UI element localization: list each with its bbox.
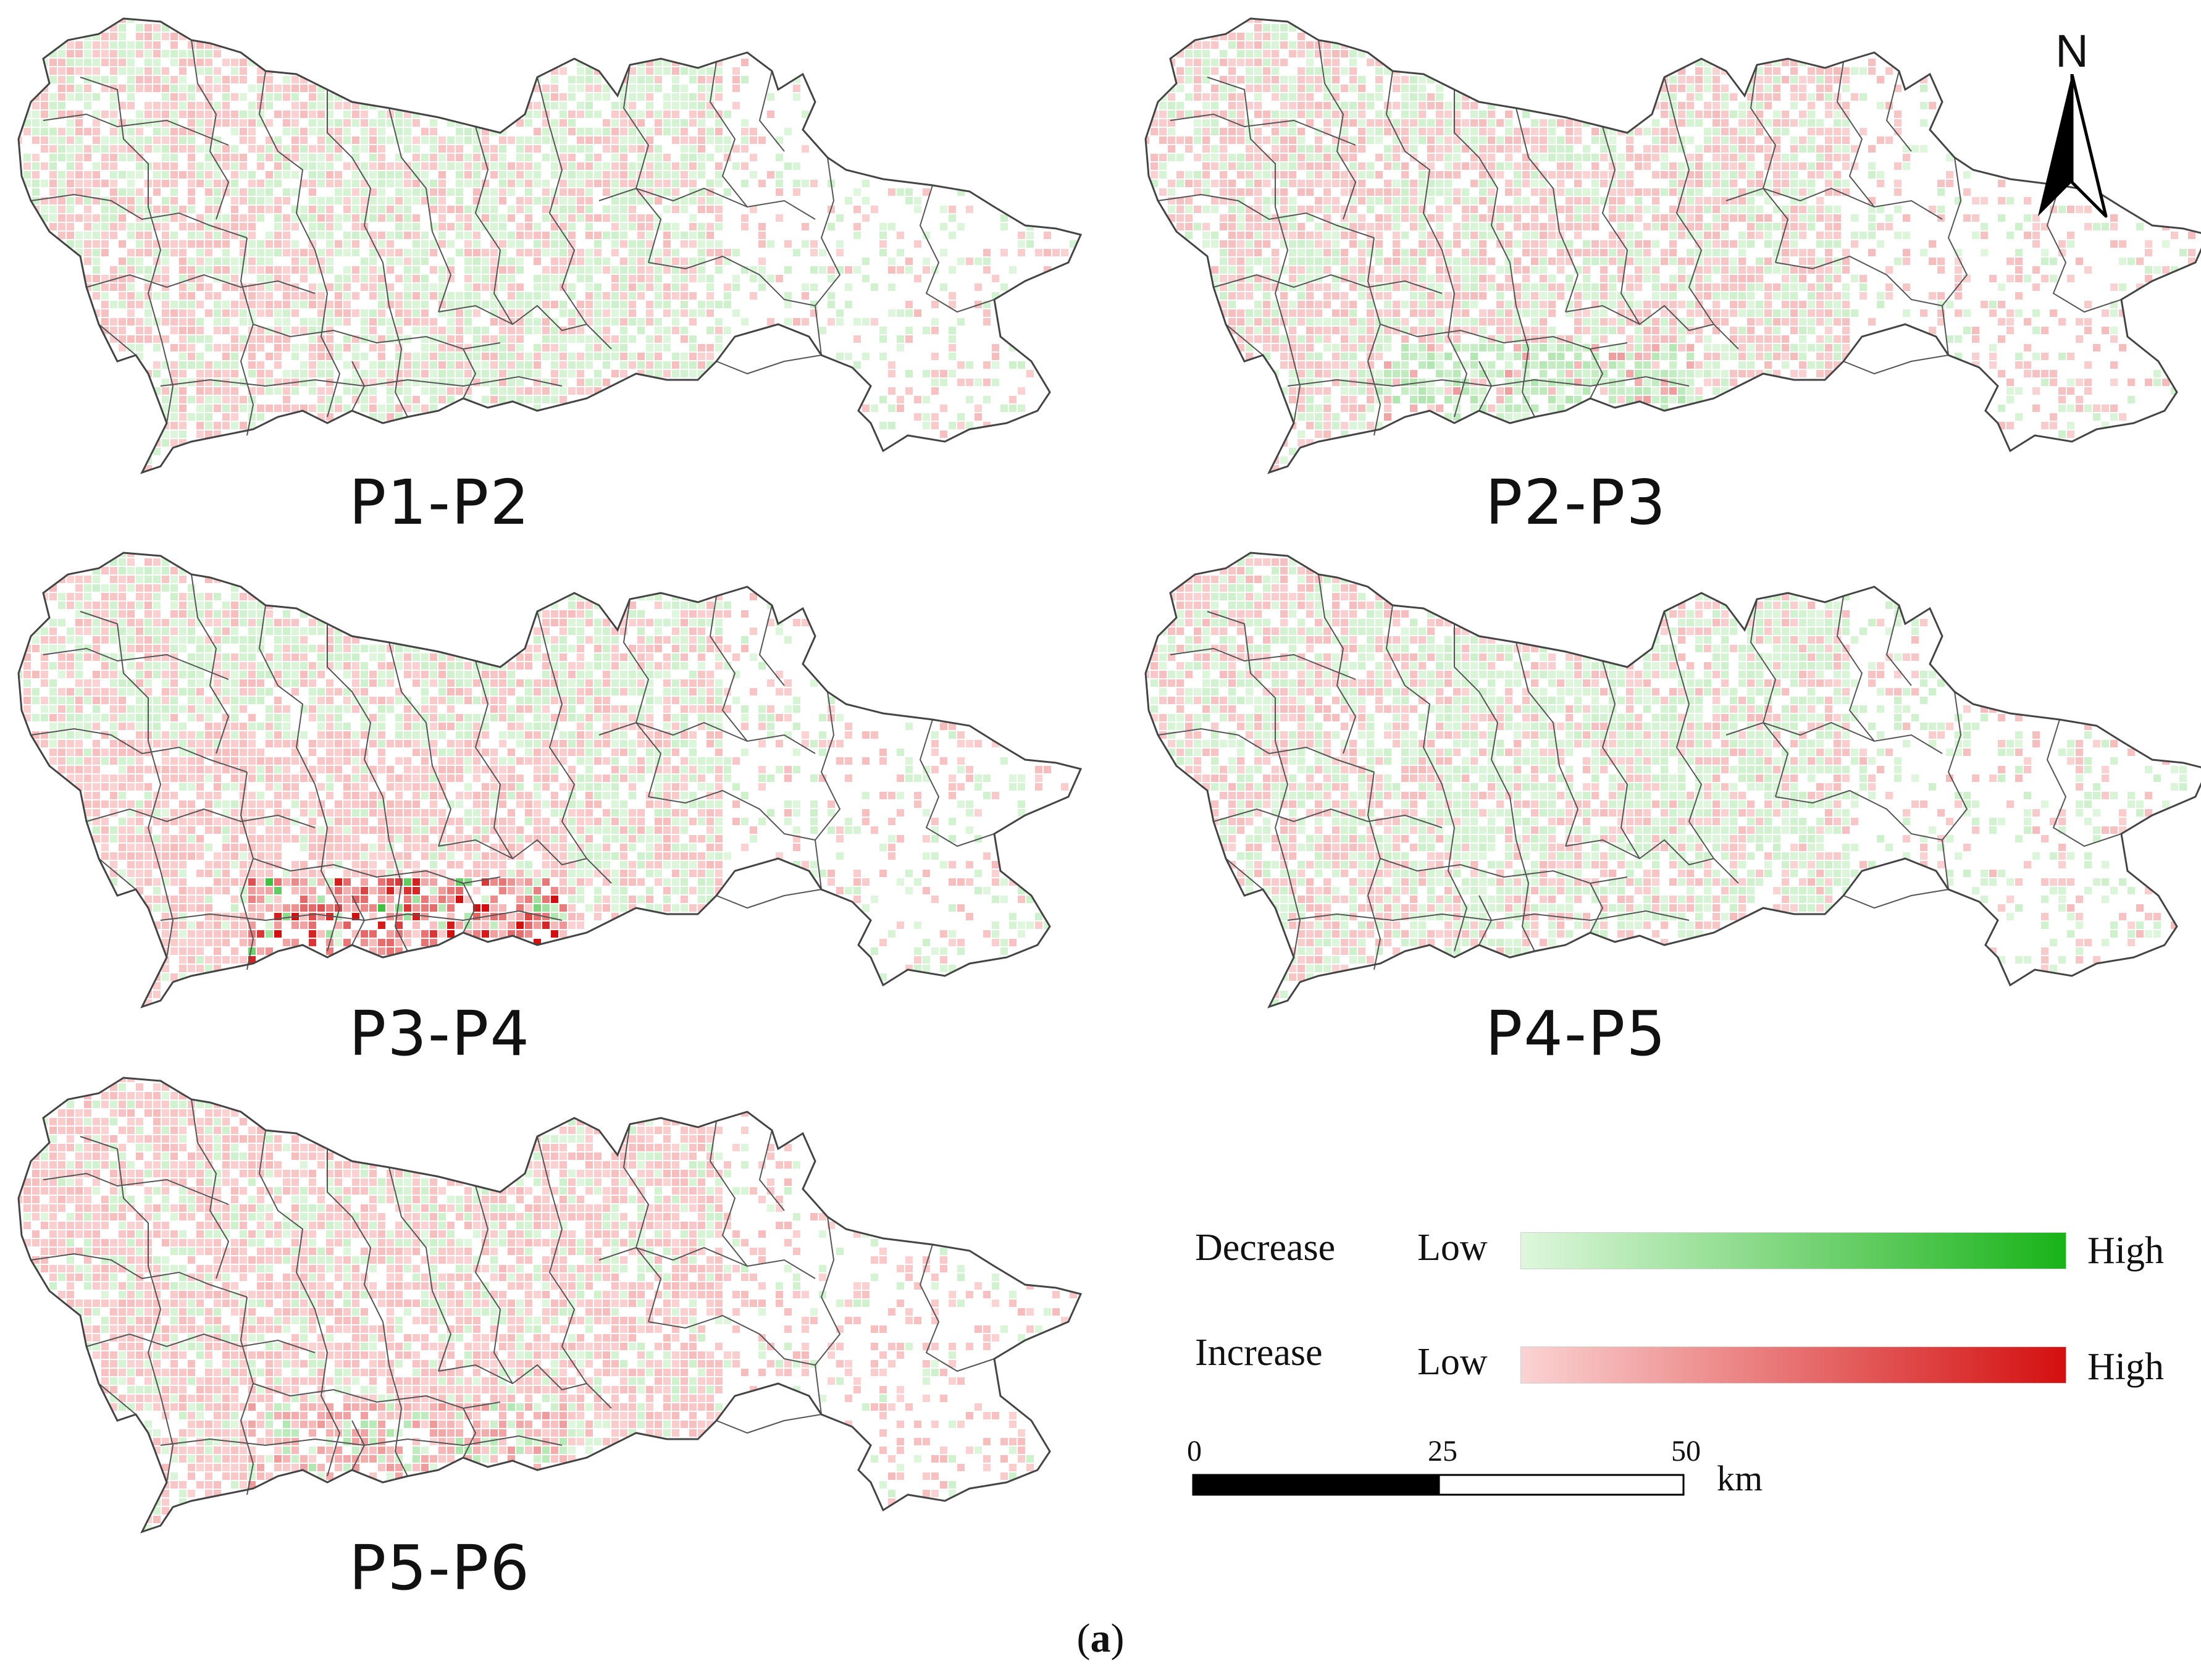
north-arrow-icon xyxy=(2038,74,2108,218)
caption-close: ) xyxy=(1110,1616,1125,1661)
map-p2-p3 xyxy=(1144,17,2201,474)
legend-decrease-label: Decrease xyxy=(1195,1227,1336,1269)
increase-color-ramp xyxy=(1520,1346,2066,1384)
panel-label-p5-p6: P5-P6 xyxy=(349,1532,530,1604)
panel-label-p3-p4: P3-P4 xyxy=(349,998,530,1070)
scale-bar-graphic xyxy=(1192,1474,1685,1496)
caption-letter: a xyxy=(1090,1616,1111,1661)
district-boundaries xyxy=(30,40,995,436)
north-arrow: N xyxy=(2032,25,2124,218)
district-boundaries xyxy=(30,574,995,970)
scale-tick-0: 0 xyxy=(1187,1435,1202,1468)
map-panel-p2-p3 xyxy=(1133,15,2201,510)
legend-decrease-low: Low xyxy=(1417,1227,1488,1269)
city-outline xyxy=(1144,552,2201,1009)
city-outline xyxy=(17,1077,1083,1534)
city-outline xyxy=(17,552,1083,1009)
district-boundaries xyxy=(1157,40,2122,436)
district-boundaries xyxy=(30,1099,995,1495)
legend-increase-low: Low xyxy=(1417,1341,1488,1383)
map-p1-p2 xyxy=(17,17,1083,474)
city-outline xyxy=(17,17,1083,474)
map-panel-p3-p4 xyxy=(6,550,1093,1044)
legend-increase-high: High xyxy=(2087,1346,2164,1388)
legend-decrease-high: High xyxy=(2087,1230,2164,1272)
scale-tick-50: 50 xyxy=(1671,1435,1701,1468)
panel-label-p1-p2: P1-P2 xyxy=(349,466,530,539)
panel-label-p2-p3: P2-P3 xyxy=(1485,466,1667,539)
caption-open: ( xyxy=(1076,1616,1091,1661)
map-p4-p5 xyxy=(1144,552,2201,1009)
change-grid xyxy=(1146,19,2195,472)
figure-caption: (a) xyxy=(0,1615,2201,1662)
change-grid xyxy=(19,19,1077,472)
change-grid xyxy=(19,553,1068,1007)
map-panel-p5-p6 xyxy=(6,1075,1093,1569)
legend-increase-label: Increase xyxy=(1195,1332,1323,1374)
scale-tick-25: 25 xyxy=(1428,1435,1457,1468)
change-grid xyxy=(19,1078,1077,1532)
change-grid xyxy=(1146,553,2187,1007)
decrease-color-ramp xyxy=(1520,1232,2066,1269)
map-p3-p4 xyxy=(17,552,1083,1009)
map-panel-p1-p2 xyxy=(6,15,1093,510)
map-p5-p6 xyxy=(17,1077,1083,1534)
map-panel-p4-p5 xyxy=(1133,550,2201,1044)
city-outline xyxy=(1144,17,2201,474)
scale-unit: km xyxy=(1717,1458,1763,1498)
panel-label-p4-p5: P4-P5 xyxy=(1485,998,1667,1070)
district-boundaries xyxy=(1157,574,2122,970)
north-label: N xyxy=(2055,25,2089,77)
